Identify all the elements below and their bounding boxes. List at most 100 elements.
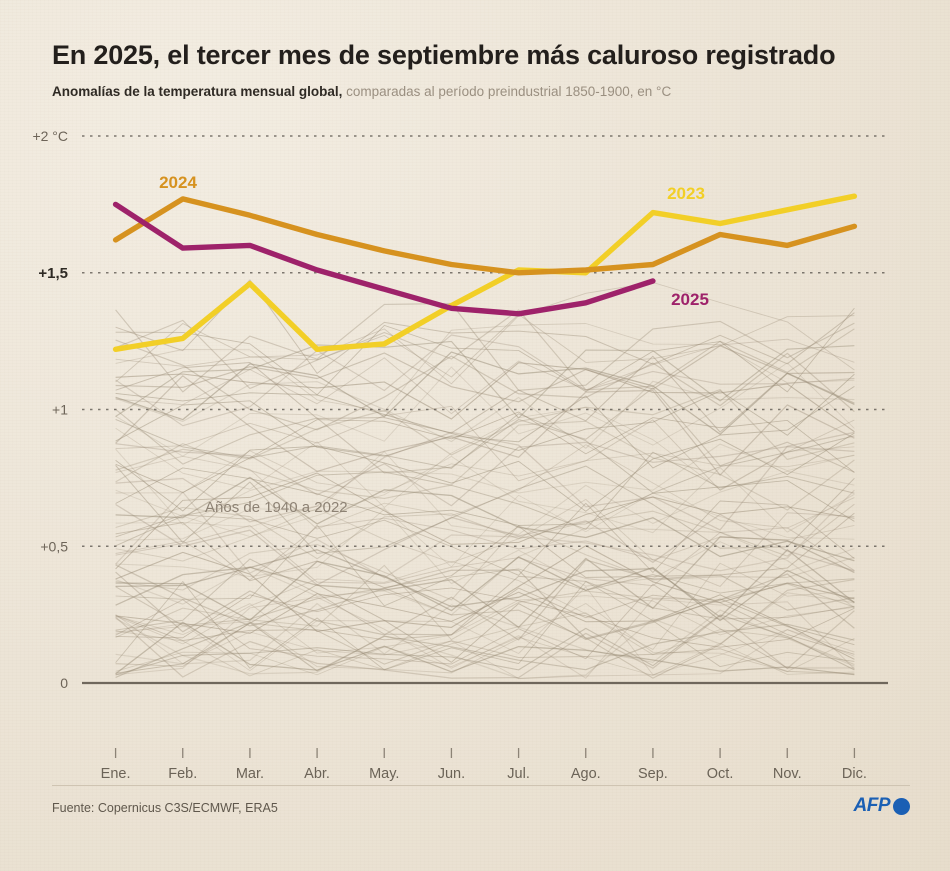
historical-year-line bbox=[115, 564, 855, 641]
historical-year-line bbox=[115, 614, 855, 679]
historical-year-line bbox=[115, 525, 855, 587]
y-axis-tick-label: +2 °C bbox=[32, 128, 68, 144]
highlight-series-group bbox=[112, 193, 858, 352]
historical-year-line bbox=[115, 345, 855, 403]
historical-year-line bbox=[115, 351, 855, 435]
series-line-2023[interactable] bbox=[112, 193, 858, 352]
historical-year-line bbox=[115, 334, 855, 427]
historical-year-line bbox=[115, 587, 855, 655]
historical-year-line bbox=[115, 411, 855, 493]
historical-year-line bbox=[115, 451, 855, 541]
x-axis-tick-label: Oct. bbox=[707, 766, 734, 782]
x-axis-tick-label: Ene. bbox=[101, 766, 131, 782]
x-axis-group: Ene. Feb. Mar. Abr. May. Jun. Jul. Ago. Sep. Oct.… bbox=[101, 748, 867, 782]
historical-year-line bbox=[115, 387, 855, 474]
historical-year-line bbox=[115, 420, 855, 511]
x-axis-tick-label: Dic. bbox=[842, 766, 867, 782]
historical-year-line bbox=[115, 386, 855, 469]
historical-year-line bbox=[115, 614, 855, 676]
historical-year-line bbox=[115, 323, 855, 413]
historical-year-line bbox=[115, 564, 855, 640]
historical-year-line bbox=[115, 581, 855, 671]
historical-year-line bbox=[115, 536, 855, 628]
afp-logo-dot bbox=[893, 797, 910, 815]
historical-year-line bbox=[115, 431, 855, 531]
historical-year-line bbox=[115, 492, 855, 568]
historical-year-line bbox=[115, 636, 855, 676]
series-line-2024[interactable] bbox=[112, 196, 858, 276]
historical-year-line bbox=[115, 375, 855, 476]
chart-footer: Fuente: Copernicus C3S/ECMWF, ERA5 AFP bbox=[52, 785, 910, 871]
source-note: Fuente: Copernicus C3S/ECMWF, ERA5 bbox=[52, 801, 278, 815]
historical-year-line bbox=[115, 498, 855, 564]
historical-year-line bbox=[115, 282, 855, 385]
historical-year-line bbox=[115, 583, 855, 669]
historical-year-line bbox=[115, 621, 855, 676]
historical-year-line bbox=[115, 524, 855, 607]
historical-year-line bbox=[115, 467, 855, 526]
historical-year-line bbox=[115, 307, 855, 396]
historical-year-line bbox=[115, 612, 855, 677]
historical-year-line bbox=[115, 362, 855, 433]
historical-year-line bbox=[115, 443, 855, 526]
historical-year-line bbox=[115, 388, 855, 471]
y-axis-tick-label: +1 bbox=[52, 402, 68, 418]
historical-year-line bbox=[115, 355, 855, 434]
footer-divider bbox=[52, 785, 910, 786]
historical-year-line bbox=[115, 373, 855, 451]
gridlines-group bbox=[82, 135, 888, 685]
historical-year-line bbox=[115, 525, 855, 601]
historical-year-line bbox=[115, 362, 855, 457]
historical-year-line bbox=[115, 503, 855, 586]
historical-year-line bbox=[115, 586, 855, 676]
afp-logo-text: AFP bbox=[853, 795, 891, 816]
historical-year-line bbox=[115, 489, 855, 579]
subtitle-rest: comparadas al período preindustrial 1850… bbox=[342, 84, 672, 100]
historical-year-line bbox=[115, 549, 855, 618]
y-axis-tick-label: +0,5 bbox=[40, 538, 68, 554]
historical-year-line bbox=[115, 380, 855, 449]
historical-year-line bbox=[115, 472, 855, 570]
x-axis-tick-label: Abr. bbox=[304, 766, 330, 782]
y-axis-labels: 0 +0,5 +1 +1,5 +2 °C bbox=[32, 128, 68, 691]
historical-year-line bbox=[115, 503, 855, 560]
historical-year-line bbox=[115, 610, 855, 679]
historical-year-line bbox=[115, 451, 855, 547]
historical-year-line bbox=[115, 405, 855, 491]
historical-year-line bbox=[115, 500, 855, 576]
historical-year-line bbox=[115, 587, 855, 648]
historical-year-line bbox=[115, 512, 855, 587]
historical-band-label: Años de 1940 a 2022 bbox=[205, 499, 348, 516]
series-line-2025[interactable] bbox=[112, 201, 656, 317]
afp-logo: AFP bbox=[853, 795, 910, 817]
x-axis-tick-label: Nov. bbox=[773, 766, 802, 782]
historical-year-line bbox=[115, 465, 855, 554]
historical-year-line bbox=[115, 559, 855, 641]
historical-year-line bbox=[115, 512, 855, 589]
series-label-2023: 2023 bbox=[667, 184, 705, 203]
historical-year-line bbox=[115, 527, 855, 616]
chart-header: En 2025, el tercer mes de septiembre más… bbox=[52, 40, 910, 101]
historical-year-line bbox=[115, 406, 855, 508]
historical-year-line bbox=[115, 592, 855, 680]
series-labels-group: 2023 2024 2025 bbox=[159, 173, 709, 309]
series-label-2025: 2025 bbox=[671, 290, 709, 309]
historical-year-line bbox=[115, 595, 855, 654]
historical-year-line bbox=[115, 444, 855, 530]
x-axis-tick-label: Feb. bbox=[168, 766, 197, 782]
x-axis-tick-label: Sep. bbox=[638, 766, 668, 782]
historical-year-line bbox=[115, 413, 855, 494]
historical-year-line bbox=[115, 441, 855, 507]
historical-year-line bbox=[115, 596, 855, 679]
historical-year-line bbox=[115, 560, 855, 650]
historical-year-line bbox=[115, 622, 855, 675]
historical-year-line bbox=[115, 340, 855, 419]
historical-year-line bbox=[115, 450, 855, 494]
x-axis-tick-label: Mar. bbox=[236, 766, 264, 782]
historical-year-line bbox=[115, 339, 855, 431]
series-label-2024: 2024 bbox=[159, 173, 197, 192]
historical-year-line bbox=[115, 545, 855, 632]
